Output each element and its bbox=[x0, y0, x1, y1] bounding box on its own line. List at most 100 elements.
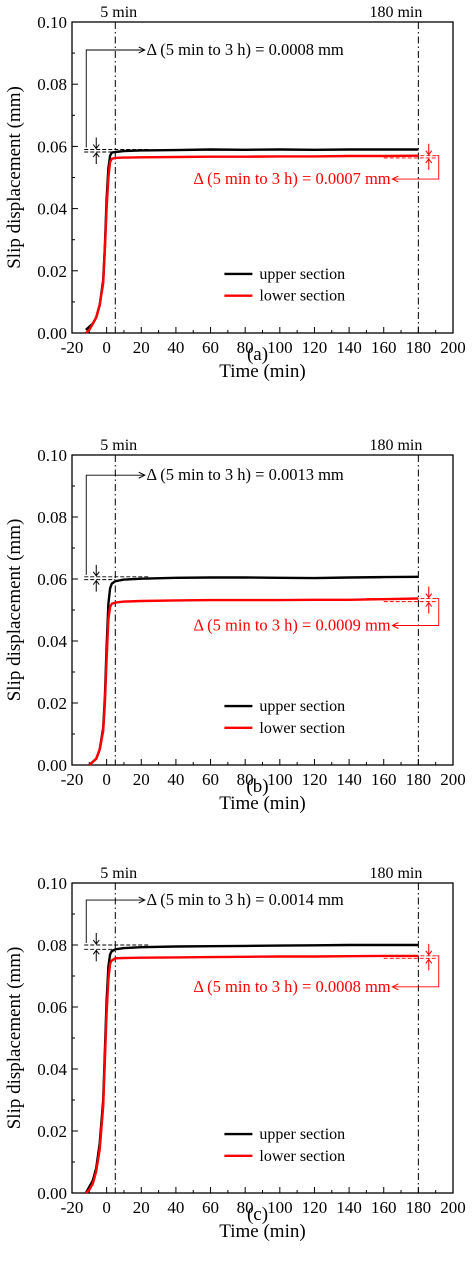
chart-panel-b: -20 0 20 40 60 80 100 120 140 160 180 200 0.00 0.02 0.… bbox=[4, 437, 466, 814]
panel-label: (c) bbox=[247, 1204, 268, 1225]
time-marker-label: 180 min bbox=[369, 437, 422, 454]
plot-frame bbox=[71, 882, 454, 1194]
x-tick-label: 60 bbox=[202, 338, 219, 357]
x-tick-label: 160 bbox=[371, 770, 397, 789]
delta-arrow bbox=[425, 158, 433, 170]
annotation-arrowhead bbox=[391, 175, 399, 183]
legend-label-lower: lower section bbox=[259, 1148, 345, 1165]
x-tick-label: 140 bbox=[336, 770, 362, 789]
x-tick-label: 40 bbox=[167, 1198, 184, 1217]
series-line-lower bbox=[88, 597, 419, 766]
annotation-lower-delta: Δ (5 min to 3 h) = 0.0008 mm bbox=[193, 977, 390, 996]
annotation-leader bbox=[392, 955, 440, 988]
series-line-upper bbox=[88, 575, 419, 766]
x-tick-label: 0 bbox=[102, 338, 111, 357]
annotation-arrowhead bbox=[138, 471, 146, 479]
delta-arrow bbox=[92, 152, 100, 164]
delta-arrow bbox=[425, 943, 433, 956]
annotation-leader bbox=[392, 155, 440, 180]
y-axis-title: Slip displacement (mm) bbox=[4, 947, 25, 1130]
y-tick-label: 0.04 bbox=[37, 632, 67, 651]
x-tick-label: 20 bbox=[133, 770, 150, 789]
annotation-leader bbox=[85, 49, 145, 148]
annotation-lower-delta: Δ (5 min to 3 h) = 0.0009 mm bbox=[193, 616, 390, 635]
x-tick-label: 0 bbox=[102, 1198, 111, 1217]
x-axis-title: Time (min) bbox=[219, 1221, 305, 1242]
delta-arrow bbox=[92, 949, 100, 962]
y-axis-title: Slip displacement (mm) bbox=[4, 86, 25, 269]
time-marker-label: 5 min bbox=[100, 4, 137, 21]
x-tick-label: 200 bbox=[440, 338, 466, 357]
x-tick-label: 120 bbox=[302, 338, 328, 357]
x-tick-label: 40 bbox=[167, 338, 184, 357]
y-tick-label: 0.02 bbox=[37, 694, 67, 713]
annotation-arrowhead bbox=[391, 983, 399, 991]
y-tick-label: 0.08 bbox=[37, 936, 67, 955]
x-tick-label: 200 bbox=[440, 770, 466, 789]
y-tick-label: 0.08 bbox=[37, 508, 67, 527]
annotation-lower-delta: Δ (5 min to 3 h) = 0.0007 mm bbox=[193, 169, 390, 188]
x-tick-label: 140 bbox=[336, 1198, 362, 1217]
delta-arrow bbox=[92, 579, 100, 592]
x-tick-label: 80 bbox=[237, 1198, 254, 1217]
panel-label: (b) bbox=[246, 776, 268, 797]
y-tick-label: 0.10 bbox=[37, 446, 67, 465]
y-tick-label: 0.00 bbox=[37, 324, 67, 343]
x-tick-label: 60 bbox=[202, 1198, 219, 1217]
series-line-lower bbox=[85, 154, 419, 334]
x-tick-label: 100 bbox=[267, 770, 293, 789]
y-tick-label: 0.10 bbox=[37, 874, 67, 893]
annotation-upper-delta: Δ (5 min to 3 h) = 0.0008 mm bbox=[146, 40, 343, 59]
series-line-lower bbox=[85, 954, 419, 1194]
delta-arrow bbox=[92, 137, 100, 150]
x-tick-label: 160 bbox=[371, 1198, 397, 1217]
legend-label-upper: upper section bbox=[259, 266, 345, 283]
x-tick-label: 120 bbox=[302, 1198, 328, 1217]
x-axis-title: Time (min) bbox=[219, 793, 305, 814]
x-tick-label: 20 bbox=[133, 338, 150, 357]
annotation-arrowhead bbox=[391, 622, 399, 629]
legend-label-lower: lower section bbox=[259, 720, 345, 737]
annotation-leader bbox=[85, 899, 145, 943]
time-marker-label: 5 min bbox=[100, 437, 137, 454]
legend-label-upper: upper section bbox=[259, 698, 345, 715]
x-tick-label: 140 bbox=[336, 338, 362, 357]
y-tick-label: 0.02 bbox=[37, 262, 67, 281]
x-tick-label: 80 bbox=[237, 770, 254, 789]
x-tick-label: 160 bbox=[371, 338, 397, 357]
x-tick-label: 120 bbox=[302, 770, 328, 789]
chart-panel-c: -20 0 20 40 60 80 100 120 140 160 180 200 0.00 0.02 0.… bbox=[4, 865, 466, 1242]
y-tick-label: 0.06 bbox=[37, 998, 67, 1017]
annotation-upper-delta: Δ (5 min to 3 h) = 0.0013 mm bbox=[146, 465, 343, 484]
x-tick-label: 60 bbox=[202, 770, 219, 789]
y-tick-label: 0.06 bbox=[37, 570, 67, 589]
y-tick-label: 0.06 bbox=[37, 137, 67, 156]
x-tick-label: 200 bbox=[440, 1198, 466, 1217]
x-tick-label: 100 bbox=[267, 1198, 293, 1217]
delta-arrow bbox=[425, 586, 433, 599]
x-tick-label: 100 bbox=[267, 338, 293, 357]
delta-arrow bbox=[92, 564, 100, 577]
x-tick-label: 40 bbox=[167, 770, 184, 789]
y-tick-label: 0.00 bbox=[37, 756, 67, 775]
y-tick-label: 0.00 bbox=[37, 1184, 67, 1203]
x-tick-label: 0 bbox=[102, 770, 111, 789]
time-marker-label: 180 min bbox=[369, 4, 422, 21]
annotation-arrowhead bbox=[138, 896, 146, 904]
legend-label-lower: lower section bbox=[259, 288, 345, 305]
delta-arrow bbox=[425, 143, 433, 156]
time-marker-label: 180 min bbox=[369, 865, 422, 882]
annotation-arrowhead bbox=[138, 46, 146, 54]
x-tick-label: 180 bbox=[406, 338, 432, 357]
x-tick-label: -20 bbox=[61, 1198, 84, 1217]
x-tick-label: -20 bbox=[61, 338, 84, 357]
y-tick-label: 0.04 bbox=[37, 1060, 67, 1079]
chart-panel-a: -20 0 20 40 60 80 100 120 140 160 180 200 0.00 0.02 0.… bbox=[4, 4, 466, 382]
y-tick-label: 0.04 bbox=[37, 200, 67, 219]
x-axis-title: Time (min) bbox=[219, 361, 305, 382]
delta-arrow bbox=[92, 933, 100, 945]
y-axis-title: Slip displacement (mm) bbox=[4, 519, 25, 702]
x-tick-label: 20 bbox=[133, 1198, 150, 1217]
x-tick-label: 180 bbox=[406, 1198, 432, 1217]
x-tick-label: 80 bbox=[237, 338, 254, 357]
